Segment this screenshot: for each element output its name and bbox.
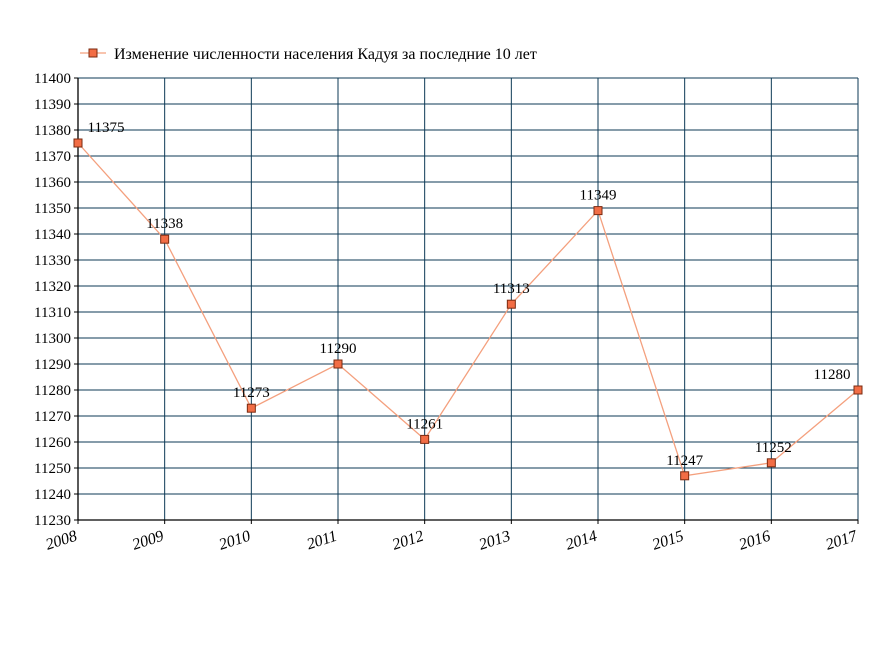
- data-label: 11252: [755, 440, 792, 456]
- data-label: 11338: [146, 216, 183, 232]
- data-label: 11290: [320, 341, 357, 357]
- y-tick-label: 11250: [34, 461, 71, 477]
- y-tick-label: 11260: [34, 435, 71, 451]
- data-point: [506, 299, 516, 309]
- x-tick-label: 2013: [477, 528, 513, 554]
- legend-label: Изменение численности населения Кадуя за…: [114, 46, 537, 63]
- y-tick-label: 11270: [34, 409, 71, 425]
- data-point: [420, 434, 430, 444]
- y-tick-label: 11330: [34, 253, 71, 269]
- data-label: 11313: [493, 281, 530, 297]
- y-tick-label: 11310: [34, 305, 71, 321]
- data-point: [333, 359, 343, 369]
- y-tick-label: 11290: [34, 357, 71, 373]
- data-label: 11280: [814, 367, 851, 383]
- data-point: [160, 234, 170, 244]
- data-label: 11247: [666, 453, 703, 469]
- x-tick-label: 2012: [390, 528, 426, 554]
- x-tick-label: 2015: [650, 528, 686, 554]
- y-axis: 11230 11240 11250 11260 11270 11280 11290 11300…: [34, 71, 78, 529]
- data-point: [246, 403, 256, 413]
- x-tick-label: 2009: [130, 528, 166, 554]
- x-tick-label: 2017: [824, 527, 861, 553]
- y-tick-label: 11370: [34, 149, 71, 165]
- series: 11375 11338 11273 11290 11261 11313 11349 11247…: [73, 120, 863, 481]
- x-tick-label: 2010: [217, 528, 253, 554]
- y-tick-label: 11300: [34, 331, 71, 347]
- data-label: 11349: [580, 188, 617, 204]
- legend-marker: [88, 48, 98, 58]
- legend: Изменение численности населения Кадуя за…: [80, 46, 537, 63]
- data-point: [766, 458, 776, 468]
- data-point: [593, 206, 603, 216]
- data-point: [680, 471, 690, 481]
- y-tick-label: 11280: [34, 383, 71, 399]
- x-axis: 2008 2009 2010 2011 2012 2013 2014 2015 2016 2017: [44, 520, 861, 554]
- grid: [77, 77, 859, 521]
- x-tick-label: 2011: [305, 528, 340, 554]
- x-tick-label: 2014: [564, 528, 600, 554]
- y-tick-label: 11230: [34, 513, 71, 529]
- y-tick-label: 11390: [34, 97, 71, 113]
- y-tick-label: 11380: [34, 123, 71, 139]
- data-point: [853, 385, 863, 395]
- x-tick-label: 2008: [44, 528, 80, 554]
- y-tick-label: 11320: [34, 279, 71, 295]
- series-line: [77, 142, 859, 477]
- y-tick-label: 11240: [34, 487, 71, 503]
- y-tick-label: 11400: [34, 71, 71, 87]
- data-label: 11261: [406, 416, 443, 432]
- y-tick-label: 11350: [34, 201, 71, 217]
- data-label: 11375: [88, 120, 125, 136]
- data-point: [73, 138, 83, 148]
- y-tick-label: 11360: [34, 175, 71, 191]
- x-tick-label: 2016: [737, 528, 773, 554]
- data-label: 11273: [233, 385, 270, 401]
- y-tick-label: 11340: [34, 227, 71, 243]
